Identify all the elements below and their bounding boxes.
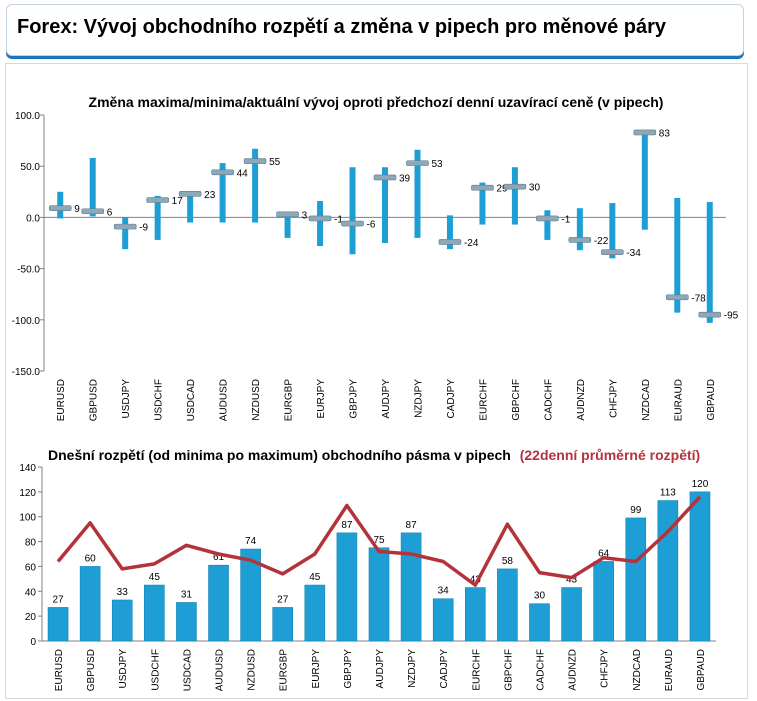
charts-panel (5, 63, 748, 699)
page-header: Forex: Vývoj obchodního rozpětí a změna … (6, 4, 744, 56)
page-title: Forex: Vývoj obchodního rozpětí a změna … (17, 16, 667, 38)
